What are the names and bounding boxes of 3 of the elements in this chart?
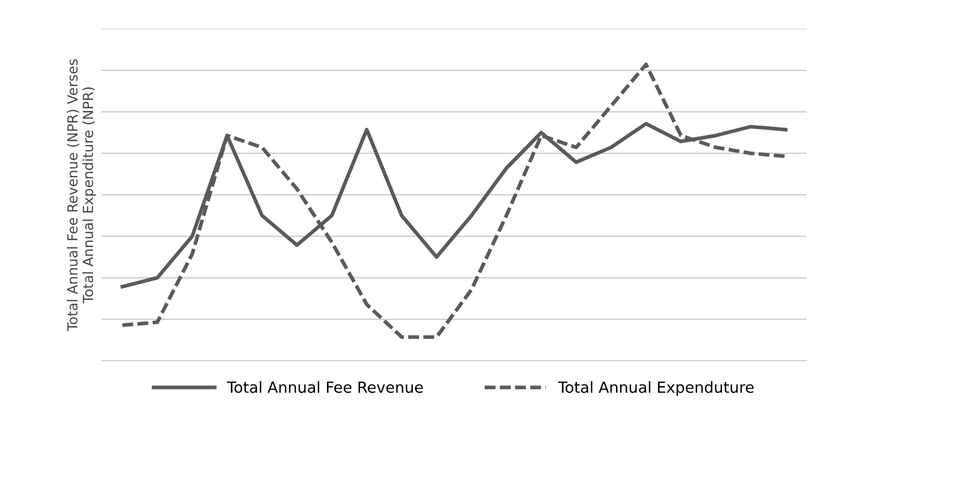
y-axis-title: Total Annual Fee Revenue (NPR) Verses Total Annual Expenditure (NPR)	[66, 59, 96, 332]
legend-label: Total Annual Expenduture	[558, 381, 754, 396]
legend-label: Total Annual Fee Revenue	[226, 381, 423, 393]
